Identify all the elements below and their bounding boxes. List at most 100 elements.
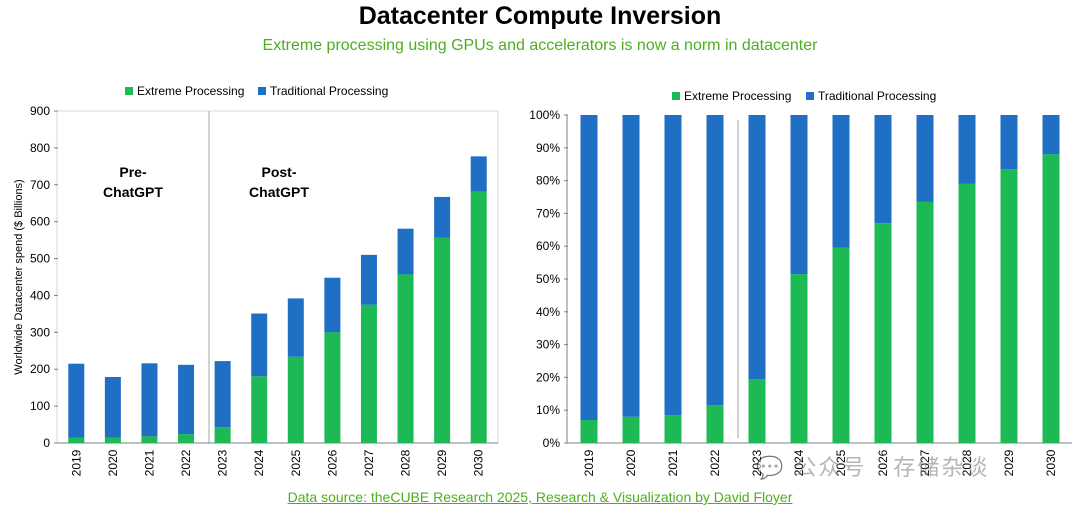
left-bar-extreme-2027 (360, 304, 377, 443)
right-x-tick-label-2021: 2021 (666, 449, 680, 476)
left-y-tick-label: 400 (30, 288, 50, 302)
right-y-tick-label: 50% (536, 272, 560, 286)
right-y-tick-label: 70% (536, 206, 560, 220)
left-x-tick-label-2027: 2027 (362, 449, 376, 476)
right-x-tick-label-2020: 2020 (624, 449, 638, 476)
right-y-tick-label: 30% (536, 338, 560, 352)
right-bar-extreme-2020 (622, 416, 640, 443)
right-x-tick-label-2022: 2022 (708, 449, 722, 476)
left-y-axis-label: Worldwide Datacenter spend ($ Billions) (13, 179, 25, 374)
left-bar-extreme-2029 (434, 237, 451, 443)
right-bar-extreme-2026 (874, 223, 892, 443)
left-x-tick-label-2023: 2023 (216, 449, 230, 476)
right-legend-traditional-swatch (806, 92, 814, 100)
right-bar-traditional-2026 (874, 115, 892, 224)
left-x-tick-label-2030: 2030 (472, 449, 486, 476)
right-bar-traditional-2023 (748, 115, 766, 380)
left-legend-extreme-label: Extreme Processing (137, 84, 244, 98)
left-bar-traditional-2020 (104, 376, 121, 438)
right-legend-extreme-swatch (672, 92, 680, 100)
right-x-tick-label-2027: 2027 (918, 449, 932, 476)
right-bar-traditional-2025 (832, 115, 850, 248)
left-bar-extreme-2030 (470, 191, 487, 443)
left-x-tick-label-2020: 2020 (106, 449, 120, 476)
right-y-tick-label: 80% (536, 174, 560, 188)
right-y-tick-label: 10% (536, 403, 560, 417)
right-x-tick-label-2028: 2028 (960, 449, 974, 476)
right-bar-traditional-2030 (1042, 115, 1060, 155)
left-x-tick-label-2026: 2026 (325, 449, 339, 476)
left-bar-traditional-2026 (324, 277, 341, 333)
right-bar-extreme-2019 (580, 420, 598, 443)
right-y-tick-label: 0% (543, 436, 561, 450)
left-bar-traditional-2023 (214, 361, 231, 428)
left-bar-extreme-2028 (397, 274, 414, 443)
left-bar-extreme-2025 (287, 356, 304, 443)
left-legend-traditional-label: Traditional Processing (270, 84, 388, 98)
right-bar-traditional-2028 (958, 115, 976, 184)
post-chatgpt-label-line2: ChatGPT (249, 184, 309, 200)
left-y-tick-label: 700 (30, 178, 50, 192)
left-bar-traditional-2019 (68, 363, 85, 438)
left-bar-traditional-2028 (397, 228, 414, 275)
left-y-tick-label: 300 (30, 325, 50, 339)
right-bar-extreme-2027 (916, 201, 934, 443)
left-bar-traditional-2029 (434, 196, 451, 238)
right-bar-traditional-2027 (916, 115, 934, 202)
right-x-tick-label-2024: 2024 (792, 449, 806, 476)
left-bar-traditional-2022 (178, 364, 195, 435)
left-x-tick-label-2019: 2019 (69, 449, 83, 476)
left-chart: 0 100 200 300 400 500 600 700 800 900 2019 2020 2021… (13, 84, 499, 476)
left-bar-extreme-2026 (324, 332, 341, 443)
right-x-tick-label-2030: 2030 (1044, 449, 1058, 476)
right-bar-extreme-2029 (1000, 169, 1018, 443)
pre-chatgpt-label-line1: Pre- (119, 164, 147, 180)
right-bar-traditional-2021 (664, 115, 682, 416)
right-bar-extreme-2022 (706, 405, 724, 443)
page-title: Datacenter Compute Inversion (358, 2, 722, 30)
left-x-tick-label-2025: 2025 (289, 449, 303, 476)
left-plot-area (56, 110, 499, 444)
right-y-tick-label: 90% (536, 141, 560, 155)
right-bar-extreme-2030 (1042, 154, 1060, 444)
left-bar-traditional-2030 (470, 156, 487, 192)
left-bar-traditional-2024 (251, 313, 268, 377)
left-y-tick-label: 0 (43, 436, 50, 450)
left-x-tick-label-2024: 2024 (252, 449, 266, 476)
right-chart: 0% 10% 20% 30% 40% 50% 60% 70% 80% 90% 100% 2019 202… (529, 89, 1072, 476)
left-bar-extreme-2021 (141, 436, 158, 443)
right-y-tick-label: 40% (536, 305, 560, 319)
left-bar-extreme-2020 (104, 437, 121, 443)
right-y-tick-label: 60% (536, 239, 560, 253)
left-bar-extreme-2023 (214, 427, 231, 443)
left-legend-extreme-swatch (125, 87, 133, 95)
right-bar-extreme-2021 (664, 415, 682, 443)
left-y-tick-label: 500 (30, 252, 50, 266)
right-bar-extreme-2025 (832, 247, 850, 443)
left-y-tick-label: 200 (30, 362, 50, 376)
right-bar-traditional-2020 (622, 115, 640, 417)
right-x-tick-label-2029: 2029 (1002, 449, 1016, 476)
left-x-tick-label-2022: 2022 (179, 449, 193, 476)
left-legend-traditional-swatch (258, 87, 266, 95)
right-bar-traditional-2029 (1000, 115, 1018, 170)
right-x-tick-label-2026: 2026 (876, 449, 890, 476)
left-bar-traditional-2025 (287, 298, 304, 357)
left-bar-traditional-2027 (360, 254, 377, 305)
left-y-tick-label: 900 (30, 104, 50, 118)
left-y-tick-label: 600 (30, 215, 50, 229)
data-source-link[interactable]: Data source: theCUBE Research 2025, Rese… (287, 489, 793, 505)
right-x-tick-label-2025: 2025 (834, 449, 848, 476)
right-x-tick-label-2019: 2019 (582, 449, 596, 476)
left-bar-extreme-2022 (178, 434, 195, 443)
right-bar-extreme-2024 (790, 274, 808, 443)
right-y-tick-label: 100% (529, 108, 560, 122)
right-legend-traditional-label: Traditional Processing (818, 89, 936, 103)
left-x-tick-label-2028: 2028 (399, 449, 413, 476)
left-y-tick-label: 800 (30, 141, 50, 155)
left-bar-extreme-2024 (251, 376, 268, 443)
right-y-tick-label: 20% (536, 370, 560, 384)
right-bar-traditional-2022 (706, 115, 724, 406)
left-y-tick-label: 100 (30, 399, 50, 413)
